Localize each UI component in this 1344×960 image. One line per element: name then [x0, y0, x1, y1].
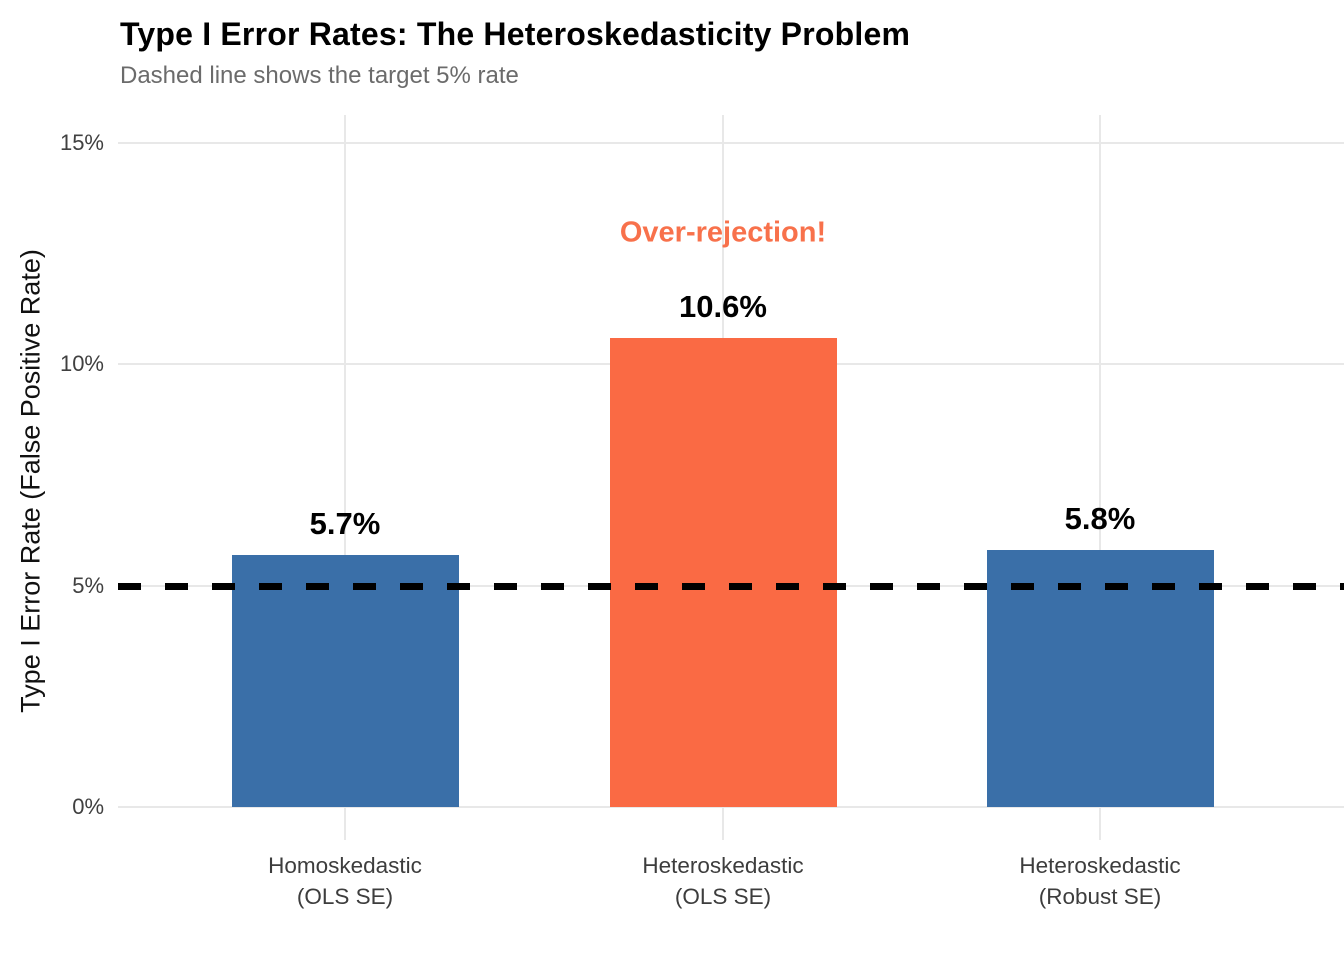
bar-3 [986, 550, 1214, 807]
bar-value-label: 10.6% [679, 288, 767, 324]
chart-subtitle: Dashed line shows the target 5% rate [120, 62, 519, 89]
bar-1 [231, 554, 459, 807]
y-tick-label: 5% [72, 572, 104, 598]
y-gridline [118, 806, 1344, 808]
x-gridline [344, 115, 346, 840]
y-tick-label: 10% [59, 351, 104, 377]
chart-title: Type I Error Rates: The Heteroskedastici… [120, 16, 911, 52]
x-category-label: Heteroskedastic (Robust SE) [1019, 850, 1180, 912]
x-category-line2: (OLS SE) [674, 884, 772, 910]
annotation-over-rejection: Over-rejection! [619, 216, 827, 249]
target-rate-line [118, 582, 1344, 590]
x-category-label: Homoskedastic (OLS SE) [268, 850, 422, 912]
bar-value-label: 5.7% [309, 505, 381, 541]
x-category-line1: Heteroskedastic [642, 853, 804, 878]
x-category-line1: Homoskedastic [268, 853, 422, 878]
y-tick-label: 0% [72, 794, 104, 819]
bar-2 [609, 337, 837, 807]
y-gridline [118, 141, 1344, 144]
x-gridline [1099, 115, 1101, 840]
x-category-line2: (Robust SE) [1038, 884, 1162, 910]
x-category-line2: (OLS SE) [296, 884, 394, 910]
plot-panel [118, 115, 1344, 840]
bar-value-label: 5.8% [1064, 501, 1136, 537]
x-category-line1: Heteroskedastic [1019, 853, 1181, 878]
x-category-label: Heteroskedastic (OLS SE) [642, 850, 803, 912]
y-axis-title: Type I Error Rate (False Positive Rate) [15, 249, 46, 713]
y-tick-label: 15% [59, 129, 104, 155]
